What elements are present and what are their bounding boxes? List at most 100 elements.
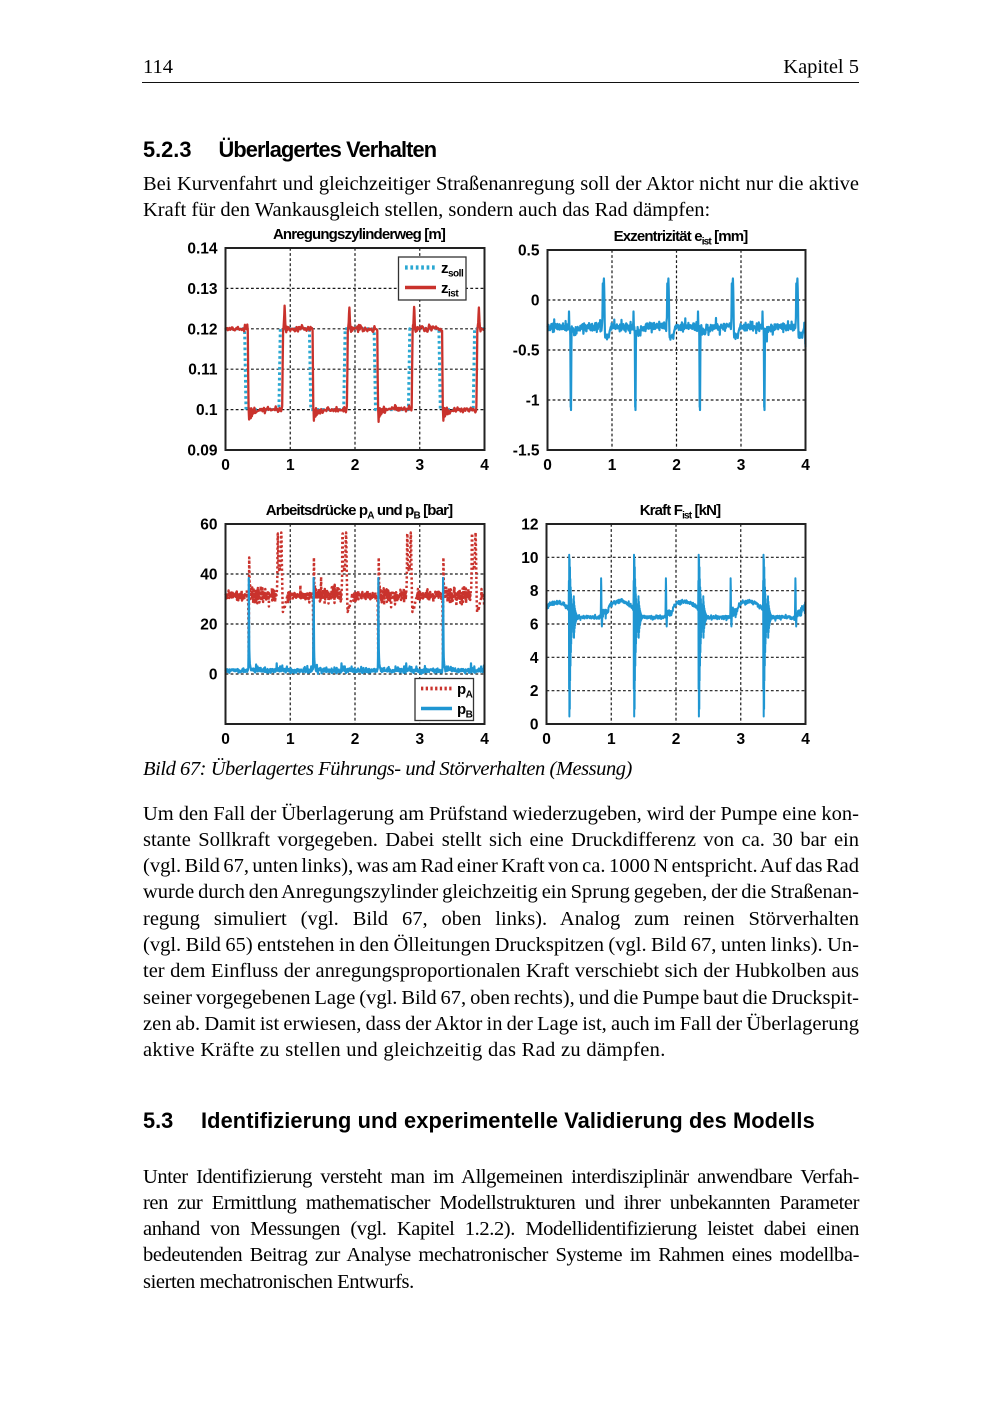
x-tick-label: 1 [607, 731, 616, 748]
plot-box [224, 247, 486, 451]
x-tick-label: 3 [415, 457, 424, 474]
x-tick-label: 3 [737, 457, 746, 474]
series-eist [546, 277, 807, 412]
text-line: aktive Kräfte zu stellen und gleichzeiti… [143, 1039, 666, 1062]
text-line: stante Sollkraft vorgegeben. Dabei stell… [143, 828, 859, 851]
x-tick-label: 2 [672, 731, 681, 748]
figure-svg: Anregungszylinderweg [m]0.140.130.120.11… [187, 226, 810, 748]
series-Fist [545, 553, 807, 718]
y-tick-label: 40 [200, 567, 217, 584]
y-tick-label: -1 [526, 393, 540, 410]
y-tick-label: 0 [531, 293, 540, 310]
text-line: Um den Fall der Überlagerung am Prüfstan… [143, 802, 859, 825]
y-tick-label: 6 [530, 617, 539, 634]
y-tick-label: 0.12 [187, 321, 217, 338]
legend-box [397, 256, 467, 301]
text-line: (vgl. Bild 65) entstehen in den Ölleitun… [143, 933, 859, 956]
series-pA [224, 531, 486, 658]
figure-caption: Bild 67: Überlagertes Führungs- und Stör… [143, 758, 632, 780]
x-tick-label: 2 [351, 731, 360, 748]
y-tick-label: 4 [530, 650, 539, 667]
text-line: ter dem Einfluss der anregungsproportion… [143, 960, 859, 983]
page-number: 114 [143, 55, 173, 78]
legend-label: zsoll [441, 260, 464, 280]
plot-box [224, 523, 486, 725]
chart-arbeitsdruecke: Arbeitsdrücke pA und pB [bar] 60 40 20 0 0 1 2 3… [200, 502, 489, 748]
y-tick-label: 0.5 [518, 243, 540, 260]
y-tick-label: 0.11 [188, 362, 218, 379]
text-line: (vgl. Bild 67, unten links), was am Rad … [143, 855, 859, 878]
x-tick-label: 0 [221, 731, 230, 748]
y-tick-label: 12 [521, 517, 538, 534]
x-tick-label: 4 [801, 731, 810, 748]
x-tick-label: 3 [736, 731, 745, 748]
series-pB [224, 576, 486, 675]
y-tick-label: 8 [530, 583, 539, 600]
y-tick-label: 0 [209, 667, 218, 684]
y-tick-label: 60 [200, 517, 217, 534]
chart-anregungszylinderweg: Anregungszylinderweg [m]0.140.130.120.11… [187, 226, 489, 474]
text-line: anhand von Messungen (vgl. Kapitel 1.2.2… [143, 1218, 859, 1241]
x-tick-label: 1 [286, 457, 295, 474]
y-tick-label: -0.5 [513, 343, 540, 360]
chart-title: Kraft Fist [kN] [640, 502, 721, 522]
text-line: ren zur Ermittlung mathematischer Modell… [143, 1191, 859, 1214]
text-line: Kraft für den Wankausgleich stellen, son… [143, 198, 711, 221]
section-title: Identifizierung und experimentelle Valid… [201, 1107, 815, 1133]
x-tick-label: 3 [415, 731, 424, 748]
section-number: 5.2.3 [143, 137, 192, 162]
y-tick-label: 0.1 [196, 402, 218, 419]
x-tick-label: 0 [221, 457, 230, 474]
x-tick-label: 2 [672, 457, 681, 474]
paragraph-identification: Unter Identifizierung versteht man im Al… [143, 1164, 859, 1295]
chart-exzentrizitaet: Exzentrizität eist [mm]0.50-0.5-1-1.50 1 2… [513, 228, 810, 474]
figure: Anregungszylinderweg [m] 0.14 0.13 0.12 0.11… [130, 226, 870, 748]
x-tick-label: 0 [542, 731, 551, 748]
x-tick-label: 0 [543, 457, 552, 474]
section-title: Überlagertes Verhalten [218, 137, 438, 162]
y-tick-label: 0.14 [187, 241, 218, 258]
legend-label: zist [441, 280, 459, 300]
y-tick-label: 20 [200, 617, 217, 634]
text-line: bedeutenden Beitrag zur Analyse mechatro… [143, 1244, 859, 1267]
chart-title: Exzentrizität eist [mm] [614, 228, 749, 248]
section-heading-53: 5.3 Identifizierung und experimentelle Va… [143, 1108, 815, 1134]
plot-box [545, 523, 807, 725]
text-line: zen ab. Damit ist erwiesen, dass der Akt… [143, 1012, 859, 1035]
y-tick-label: 0 [530, 717, 539, 734]
x-tick-label: 4 [801, 457, 810, 474]
text-line: Bei Kurvenfahrt und gleichzeitiger Straß… [143, 172, 859, 195]
paragraph-main: Um den Fall der Überlagerung am Prüfstan… [143, 801, 859, 1064]
section-number: 5.3 [143, 1107, 174, 1133]
legend-box [414, 677, 475, 722]
chart-title: Anregungszylinderweg [m] [273, 226, 446, 243]
y-tick-label: 2 [530, 683, 539, 700]
chapter-label: Kapitel 5 [783, 55, 859, 78]
series-zist [224, 304, 486, 423]
y-tick-label: -1.5 [513, 443, 540, 460]
y-tick-label: 0.13 [187, 281, 218, 298]
text-line: seiner vorgegebenen Lage (vgl. Bild 67, … [143, 986, 859, 1009]
chart-title: Arbeitsdrücke pA und pB [bar] [266, 502, 453, 522]
x-tick-label: 1 [608, 457, 617, 474]
plot-box [546, 249, 807, 451]
y-tick-label: 10 [521, 550, 538, 567]
text-line: Unter Identifizierung versteht man im Al… [143, 1165, 859, 1188]
header-rule [142, 82, 859, 83]
paragraph-intro: Bei Kurvenfahrt und gleichzeitiger Straß… [143, 171, 859, 224]
section-heading-523: 5.2.3 Überlagertes Verhalten [143, 137, 438, 163]
text-line: regung simuliert (vgl. Bild 67, oben lin… [143, 907, 859, 930]
legend-label: pB [457, 701, 473, 721]
text-line: wurde durch den Anregungszylinder gleich… [143, 881, 859, 904]
x-tick-label: 4 [480, 457, 489, 474]
x-tick-label: 4 [480, 731, 489, 748]
x-tick-label: 1 [286, 731, 295, 748]
legend-label: pA [457, 681, 473, 701]
y-tick-label: 0.09 [187, 443, 218, 460]
text-line: sierten mechatronischen Entwurfs. [143, 1270, 414, 1293]
x-tick-label: 2 [351, 457, 360, 474]
